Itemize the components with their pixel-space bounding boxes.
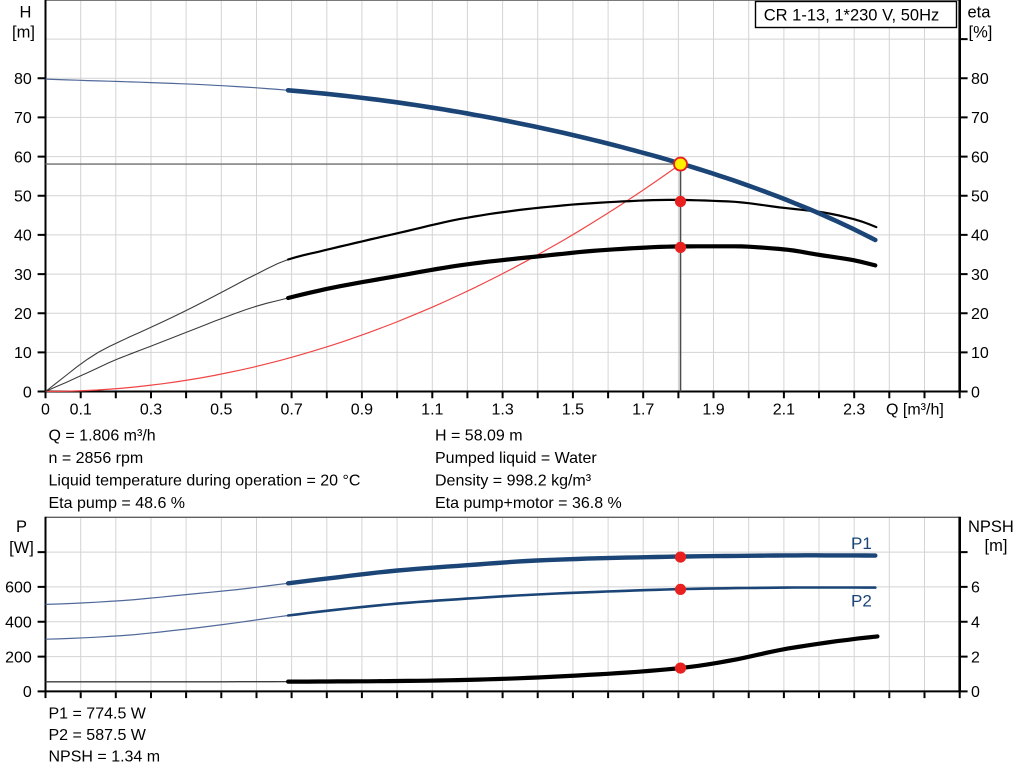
svg-text:40: 40	[971, 228, 989, 245]
svg-text:P2: P2	[851, 592, 872, 611]
svg-text:20: 20	[14, 306, 32, 323]
svg-text:4: 4	[971, 615, 980, 632]
svg-text:2.1: 2.1	[773, 402, 795, 419]
svg-text:0: 0	[971, 384, 980, 401]
svg-text:1.5: 1.5	[562, 402, 584, 419]
svg-text:1.9: 1.9	[702, 402, 724, 419]
svg-text:P: P	[16, 518, 27, 536]
svg-text:50: 50	[971, 189, 989, 206]
svg-text:2: 2	[971, 649, 980, 666]
svg-text:H = 58.09 m: H = 58.09 m	[435, 428, 523, 445]
svg-text:30: 30	[14, 267, 32, 284]
svg-text:Q = 1.806 m³/h: Q = 1.806 m³/h	[49, 428, 156, 445]
svg-text:1.3: 1.3	[491, 402, 513, 419]
svg-text:60: 60	[971, 149, 989, 166]
svg-text:CR 1-13, 1*230 V, 50Hz: CR 1-13, 1*230 V, 50Hz	[764, 7, 940, 25]
svg-text:Density = 998.2 kg/m³: Density = 998.2 kg/m³	[435, 473, 592, 490]
svg-text:[W]: [W]	[9, 539, 34, 557]
svg-text:0: 0	[41, 402, 50, 419]
svg-text:NPSH = 1.34 m: NPSH = 1.34 m	[49, 748, 161, 765]
svg-text:0.7: 0.7	[280, 402, 302, 419]
svg-text:70: 70	[14, 110, 32, 127]
svg-text:0.5: 0.5	[210, 402, 232, 419]
svg-text:[m]: [m]	[985, 537, 1008, 555]
svg-text:600: 600	[5, 580, 32, 597]
svg-text:H: H	[20, 4, 32, 22]
svg-text:40: 40	[14, 228, 32, 245]
svg-text:0.1: 0.1	[70, 402, 92, 419]
svg-text:0: 0	[23, 684, 32, 701]
svg-text:1.7: 1.7	[632, 402, 654, 419]
svg-text:P1 = 774.5 W: P1 = 774.5 W	[49, 706, 147, 723]
svg-text:30: 30	[971, 267, 989, 284]
svg-text:80: 80	[971, 71, 989, 88]
svg-text:6: 6	[971, 580, 980, 597]
svg-text:[%]: [%]	[969, 24, 993, 42]
svg-text:Pumped liquid = Water: Pumped liquid = Water	[435, 450, 597, 467]
svg-text:10: 10	[14, 345, 32, 362]
svg-text:400: 400	[5, 615, 32, 632]
svg-text:NPSH: NPSH	[968, 518, 1014, 536]
svg-text:n = 2856 rpm: n = 2856 rpm	[49, 450, 144, 467]
svg-text:1.1: 1.1	[421, 402, 443, 419]
svg-text:Eta pump = 48.6 %: Eta pump = 48.6 %	[49, 495, 186, 512]
svg-text:Liquid temperature during oper: Liquid temperature during operation = 20…	[49, 473, 361, 490]
svg-text:10: 10	[971, 345, 989, 362]
svg-text:P1: P1	[851, 534, 872, 553]
svg-text:0.3: 0.3	[140, 402, 162, 419]
svg-text:Eta pump+motor = 36.8 %: Eta pump+motor = 36.8 %	[435, 495, 622, 512]
svg-text:50: 50	[14, 189, 32, 206]
svg-text:Q [m³/h]: Q [m³/h]	[886, 402, 944, 419]
svg-text:0: 0	[23, 384, 32, 401]
svg-text:20: 20	[971, 306, 989, 323]
svg-text:80: 80	[14, 71, 32, 88]
svg-text:70: 70	[971, 110, 989, 127]
svg-text:[m]: [m]	[12, 24, 35, 42]
svg-text:0: 0	[971, 684, 980, 701]
svg-text:eta: eta	[968, 4, 992, 22]
svg-text:P2 = 587.5 W: P2 = 587.5 W	[49, 727, 147, 744]
svg-text:200: 200	[5, 649, 32, 666]
svg-text:60: 60	[14, 149, 32, 166]
svg-text:2.3: 2.3	[843, 402, 865, 419]
svg-text:0.9: 0.9	[351, 402, 373, 419]
